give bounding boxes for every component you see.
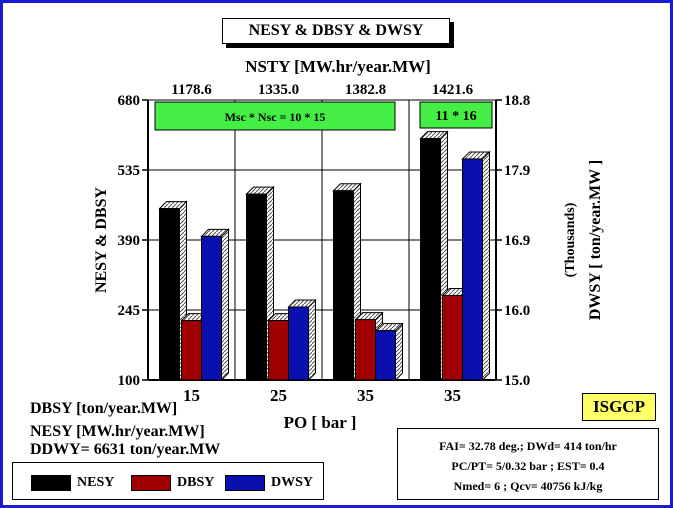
x-tick-label: 15 — [183, 386, 200, 405]
bar-side-dwsy — [395, 322, 403, 382]
bar-dwsy — [375, 330, 396, 381]
legend: NESY DBSY DWSY — [12, 462, 324, 500]
bar-nesy — [159, 208, 180, 381]
right-tick-label: 15.0 — [504, 373, 530, 389]
left-tick-label: 245 — [118, 303, 141, 319]
top-value-label: 1382.8 — [345, 82, 386, 98]
annotation-right-box — [419, 101, 493, 129]
x-tick-label: 35 — [357, 386, 374, 405]
top-value-label: 1178.6 — [171, 82, 212, 98]
legend-swatch-dbsy — [131, 475, 171, 491]
annotation-right: 11 * 16 — [435, 109, 476, 124]
chart-title: NESY & DBSY & DWSY — [222, 18, 450, 44]
bar-nesy — [246, 193, 267, 381]
left-tick-label: 680 — [118, 93, 141, 109]
legend-label-dwsy: DWSY — [271, 475, 314, 490]
bar-dbsy — [268, 320, 289, 381]
isgcp-badge: ISGCP — [582, 393, 656, 421]
right-tick-label: 18.8 — [504, 93, 530, 109]
left-axis-label: NESY & DBSY — [93, 187, 110, 294]
tick-labels: 100 245 390 535 680 15.0 16.0 16.9 17.9 18.8 15 117… — [118, 82, 531, 405]
bar-nesy — [333, 190, 354, 381]
info-box: FAI= 32.78 deg.; DWd= 414 ton/hr PC/PT= … — [397, 428, 659, 500]
bar-dbsy — [355, 319, 376, 381]
info-line-2: PC/PT= 5/0.32 bar ; EST= 0.4 — [451, 459, 605, 473]
bars — [158, 130, 491, 382]
top-value-label: 1335.0 — [258, 82, 299, 98]
note-dbsy-unit: DBSY [ton/year.MW] — [30, 400, 178, 417]
legend-swatch-nesy — [31, 475, 71, 491]
left-tick-label: 390 — [118, 233, 141, 249]
info-line-1: FAI= 32.78 deg.; DWd= 414 ton/hr — [439, 439, 617, 453]
legend-swatch-dwsy — [225, 475, 265, 491]
info-line-3: Nmed= 6 ; Qcv= 40756 kJ/kg — [453, 479, 603, 493]
note-nesy-unit: NESY [MW.hr/year.MW] — [30, 423, 205, 440]
bar-dwsy — [288, 306, 309, 381]
right-tick-label: 16.9 — [504, 233, 530, 249]
x-tick-label: 25 — [270, 386, 287, 405]
bar-side-dwsy — [221, 228, 229, 382]
legend-label-dbsy: DBSY — [177, 475, 215, 490]
left-tick-label: 100 — [118, 373, 141, 389]
annotation-left-box — [154, 101, 396, 131]
bar-side-dwsy — [308, 298, 316, 382]
left-tick-label: 535 — [118, 163, 141, 179]
bar-side-dwsy — [482, 150, 490, 382]
x-axis-label: PO [ bar ] — [284, 413, 357, 432]
x-tick-label: 35 — [444, 386, 461, 405]
annotation-left: Msc * Nsc = 10 * 15 — [225, 110, 326, 124]
right-axis-sublabel: (Thousands) — [563, 202, 578, 277]
bar-dwsy — [201, 235, 222, 381]
top-axis-label: NSTY [MW.hr/year.MW] — [245, 57, 431, 76]
right-tick-label: 17.9 — [504, 163, 530, 179]
legend-label-nesy: NESY — [77, 475, 115, 490]
bar-dwsy — [462, 158, 483, 381]
bar-dbsy — [442, 295, 463, 381]
bar-dbsy — [181, 320, 202, 381]
right-axis-label: DWSY [ ton/year.MW ] — [587, 160, 604, 320]
right-tick-label: 16.0 — [504, 303, 530, 319]
bar-nesy — [420, 138, 441, 381]
note-ddwy: DDWY= 6631 ton/year.MW — [30, 441, 221, 458]
top-value-label: 1421.6 — [432, 82, 474, 98]
